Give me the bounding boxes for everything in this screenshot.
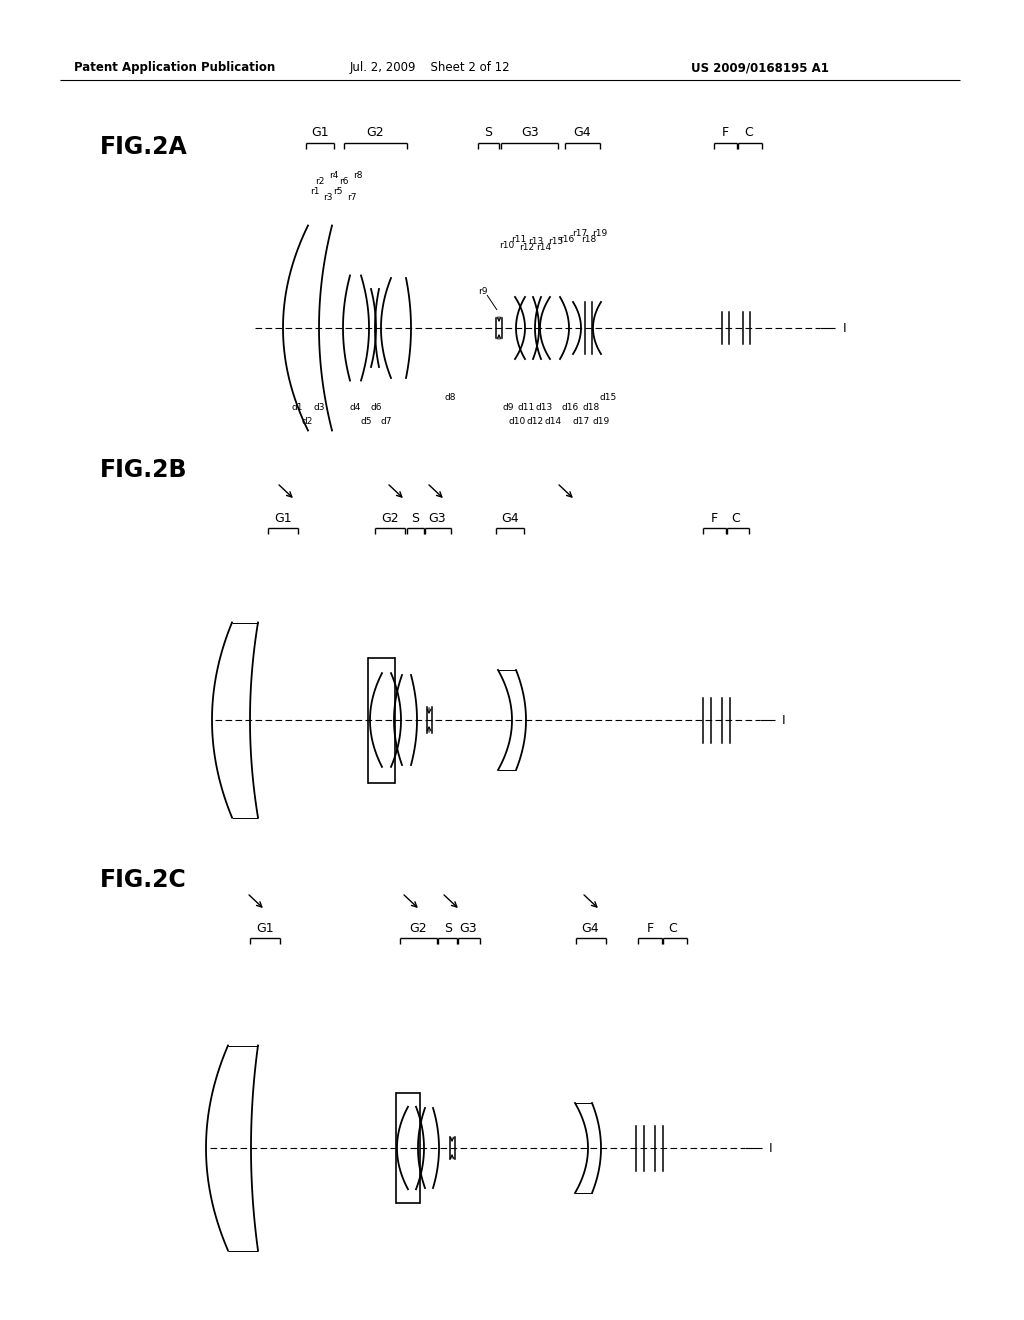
Text: r8: r8 xyxy=(353,170,362,180)
Text: d1: d1 xyxy=(291,404,303,412)
Text: d13: d13 xyxy=(536,404,553,412)
Text: Patent Application Publication: Patent Application Publication xyxy=(75,62,275,74)
Text: d11: d11 xyxy=(517,404,535,412)
Text: US 2009/0168195 A1: US 2009/0168195 A1 xyxy=(691,62,829,74)
Text: C: C xyxy=(731,511,740,524)
Text: I: I xyxy=(769,1142,773,1155)
Text: r4: r4 xyxy=(330,170,339,180)
Text: F: F xyxy=(722,127,728,140)
Text: r3: r3 xyxy=(324,194,333,202)
Text: r17: r17 xyxy=(572,230,588,239)
Text: d15: d15 xyxy=(599,393,616,403)
Text: r9: r9 xyxy=(478,288,487,297)
Text: C: C xyxy=(669,921,677,935)
Text: r10: r10 xyxy=(500,240,515,249)
Text: G1: G1 xyxy=(311,127,329,140)
Text: r7: r7 xyxy=(347,194,356,202)
Text: d4: d4 xyxy=(349,404,360,412)
Text: d8: d8 xyxy=(444,393,456,403)
Text: G3: G3 xyxy=(459,921,477,935)
Text: r13: r13 xyxy=(528,236,544,246)
Text: C: C xyxy=(744,127,754,140)
Text: G2: G2 xyxy=(381,511,398,524)
Text: G4: G4 xyxy=(573,127,591,140)
Text: d18: d18 xyxy=(583,404,600,412)
Text: d2: d2 xyxy=(301,417,312,426)
Text: r12: r12 xyxy=(519,243,535,252)
Text: r5: r5 xyxy=(333,187,343,197)
Text: d10: d10 xyxy=(508,417,525,426)
Text: r11: r11 xyxy=(511,235,526,244)
Text: r19: r19 xyxy=(592,230,607,239)
Text: Jul. 2, 2009    Sheet 2 of 12: Jul. 2, 2009 Sheet 2 of 12 xyxy=(349,62,510,74)
Text: S: S xyxy=(444,921,452,935)
Text: F: F xyxy=(646,921,653,935)
Text: r15: r15 xyxy=(549,236,563,246)
Text: S: S xyxy=(411,511,419,524)
Text: d5: d5 xyxy=(360,417,372,426)
Text: FIG.2B: FIG.2B xyxy=(100,458,187,482)
Text: G1: G1 xyxy=(274,511,292,524)
Text: d19: d19 xyxy=(592,417,609,426)
Text: G2: G2 xyxy=(410,921,427,935)
Text: r2: r2 xyxy=(315,177,325,186)
Text: r18: r18 xyxy=(582,235,597,244)
Text: d17: d17 xyxy=(572,417,590,426)
Text: G4: G4 xyxy=(582,921,599,935)
Text: r16: r16 xyxy=(559,235,574,244)
Text: G3: G3 xyxy=(428,511,445,524)
Text: d3: d3 xyxy=(313,404,325,412)
Text: r14: r14 xyxy=(537,243,552,252)
Text: r1: r1 xyxy=(310,187,319,197)
Text: I: I xyxy=(843,322,847,334)
Text: G3: G3 xyxy=(521,127,539,140)
Text: FIG.2A: FIG.2A xyxy=(100,135,187,158)
Text: d16: d16 xyxy=(561,404,579,412)
Text: G2: G2 xyxy=(367,127,384,140)
Text: d6: d6 xyxy=(371,404,382,412)
Text: S: S xyxy=(484,127,492,140)
Text: G4: G4 xyxy=(501,511,519,524)
Text: I: I xyxy=(782,714,785,726)
Text: r6: r6 xyxy=(339,177,349,186)
Text: d9: d9 xyxy=(502,404,514,412)
Text: d7: d7 xyxy=(380,417,392,426)
Text: G1: G1 xyxy=(256,921,273,935)
Text: F: F xyxy=(711,511,718,524)
Text: FIG.2C: FIG.2C xyxy=(100,869,186,892)
Text: d12: d12 xyxy=(526,417,544,426)
Text: d14: d14 xyxy=(545,417,561,426)
